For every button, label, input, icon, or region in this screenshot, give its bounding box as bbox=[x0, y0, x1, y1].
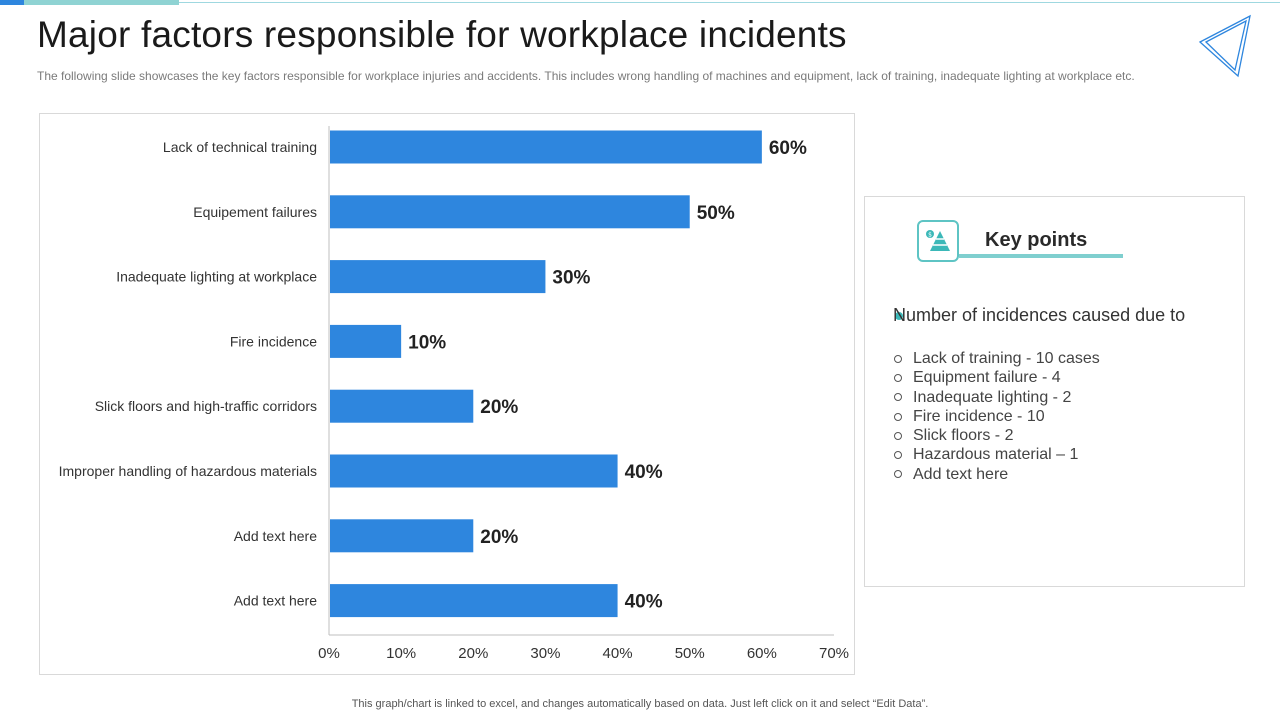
footer-note: This graph/chart is linked to excel, and… bbox=[351, 698, 929, 710]
key-points-heading: Number of incidences caused due to bbox=[893, 305, 1186, 325]
list-item: Add text here bbox=[893, 465, 1100, 484]
list-item: Equipment failure - 4 bbox=[893, 368, 1100, 387]
circle-bullet-icon bbox=[894, 412, 902, 421]
data-label: 30% bbox=[552, 268, 590, 289]
bar bbox=[330, 130, 762, 164]
circle-bullet-icon bbox=[894, 373, 902, 382]
category-label: Fire incidence bbox=[230, 333, 317, 349]
list-item: Hazardous material – 1 bbox=[893, 445, 1100, 464]
category-label: Slick floors and high-traffic corridors bbox=[95, 398, 317, 414]
top-accent-line bbox=[179, 2, 1280, 3]
x-tick-label: 30% bbox=[530, 645, 560, 662]
category-label: Add text here bbox=[234, 528, 317, 544]
category-label: Inadequate lighting at workplace bbox=[116, 269, 317, 285]
pyramid-chart-icon: $ bbox=[917, 220, 959, 262]
data-label: 50% bbox=[697, 203, 735, 224]
x-tick-label: 60% bbox=[747, 645, 777, 662]
data-label: 10% bbox=[408, 332, 446, 353]
x-tick-label: 0% bbox=[318, 645, 340, 662]
triangle-logo-icon bbox=[1198, 14, 1251, 78]
data-label: 40% bbox=[625, 462, 663, 483]
data-label: 60% bbox=[769, 138, 807, 159]
data-label: 20% bbox=[480, 527, 518, 548]
list-item: Slick floors - 2 bbox=[893, 426, 1100, 445]
category-label: Lack of technical training bbox=[163, 139, 317, 155]
top-accent-bar-teal bbox=[24, 0, 179, 5]
bar bbox=[330, 389, 474, 423]
svg-text:$: $ bbox=[928, 232, 932, 239]
x-tick-label: 20% bbox=[458, 645, 488, 662]
top-accent-bar-blue bbox=[0, 0, 24, 5]
bar bbox=[330, 324, 402, 358]
key-points-panel: $ Key points bbox=[864, 196, 1245, 587]
category-label: Equipement failures bbox=[193, 204, 317, 220]
key-points-list: Lack of training - 10 cases Equipment fa… bbox=[893, 349, 1100, 484]
list-item: Lack of training - 10 cases bbox=[893, 349, 1100, 368]
circle-bullet-icon bbox=[894, 431, 902, 440]
x-tick-label: 70% bbox=[819, 645, 849, 662]
x-tick-label: 40% bbox=[603, 645, 633, 662]
bar bbox=[330, 584, 618, 618]
bar bbox=[330, 519, 474, 553]
circle-bullet-icon bbox=[894, 451, 902, 460]
circle-bullet-icon bbox=[894, 393, 902, 402]
circle-bullet-icon bbox=[894, 354, 902, 363]
x-tick-label: 10% bbox=[386, 645, 416, 662]
bar bbox=[330, 195, 690, 229]
circle-bullet-icon bbox=[894, 470, 902, 479]
bar bbox=[330, 260, 546, 294]
x-tick-label: 50% bbox=[675, 645, 705, 662]
page-title: Major factors responsible for workplace … bbox=[37, 14, 847, 55]
data-label: 40% bbox=[625, 592, 663, 613]
data-label: 20% bbox=[480, 397, 518, 418]
category-label: Improper handling of hazardous materials bbox=[59, 463, 317, 479]
key-points-title: Key points bbox=[985, 229, 1088, 251]
category-label: Add text here bbox=[234, 593, 317, 609]
bar bbox=[330, 454, 618, 488]
key-points-underline bbox=[959, 254, 1123, 258]
bar-chart-panel: Lack of technical training 60% Equipement … bbox=[39, 113, 855, 675]
bullet-dot bbox=[895, 312, 903, 320]
list-item: Fire incidence - 10 bbox=[893, 407, 1100, 426]
page-subtitle: The following slide showcases the key fa… bbox=[37, 69, 1135, 83]
list-item: Inadequate lighting - 2 bbox=[893, 388, 1100, 407]
bar-chart: Lack of technical training 60% Equipement … bbox=[59, 126, 849, 662]
